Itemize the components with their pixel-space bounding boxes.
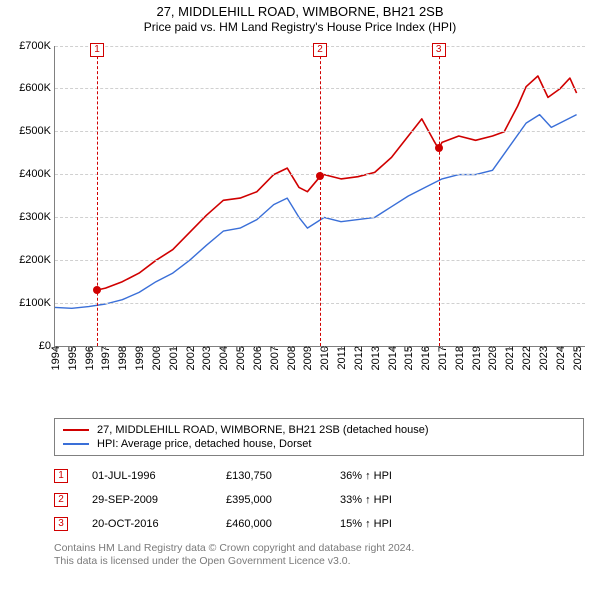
event-table: 1 01-JUL-1996 £130,750 36% ↑ HPI 2 29-SEP-200… — [54, 464, 584, 536]
event-date: 01-JUL-1996 — [92, 470, 202, 482]
event-marker-box: 2 — [54, 493, 68, 507]
x-tick — [408, 346, 409, 350]
legend-label: HPI: Average price, detached house, Dors… — [97, 438, 311, 450]
event-date: 29-SEP-2009 — [92, 494, 202, 506]
x-tick — [223, 346, 224, 350]
legend-label: 27, MIDDLEHILL ROAD, WIMBORNE, BH21 2SB … — [97, 424, 429, 436]
event-price: £395,000 — [226, 494, 316, 506]
attribution: Contains HM Land Registry data © Crown c… — [54, 542, 584, 569]
series-line — [55, 114, 577, 308]
x-tick — [156, 346, 157, 350]
event-dot — [435, 144, 443, 152]
x-tick — [105, 346, 106, 350]
y-tick-label: £600K — [19, 82, 55, 94]
event-price: £130,750 — [226, 470, 316, 482]
y-tick-label: £500K — [19, 125, 55, 137]
chart-subtitle: Price paid vs. HM Land Registry's House … — [10, 20, 590, 34]
x-tick — [459, 346, 460, 350]
x-tick — [240, 346, 241, 350]
event-vline — [320, 46, 321, 346]
event-dot — [316, 172, 324, 180]
x-tick — [509, 346, 510, 350]
event-marker-box: 1 — [90, 43, 104, 57]
chart-area: £0£100K£200K£300K£400K£500K£600K£700K199… — [10, 40, 590, 380]
legend-row: HPI: Average price, detached house, Dors… — [63, 437, 575, 451]
chart-container: 27, MIDDLEHILL ROAD, WIMBORNE, BH21 2SB … — [0, 0, 600, 590]
x-tick — [324, 346, 325, 350]
event-vline — [439, 46, 440, 346]
x-tick — [425, 346, 426, 350]
x-tick — [190, 346, 191, 350]
x-tick — [173, 346, 174, 350]
legend-swatch — [63, 443, 89, 445]
event-delta: 15% ↑ HPI — [340, 518, 392, 530]
legend: 27, MIDDLEHILL ROAD, WIMBORNE, BH21 2SB … — [54, 418, 584, 456]
y-tick-label: £300K — [19, 211, 55, 223]
x-tick — [291, 346, 292, 350]
x-tick — [492, 346, 493, 350]
event-marker-box: 2 — [313, 43, 327, 57]
x-tick — [442, 346, 443, 350]
x-tick — [476, 346, 477, 350]
y-tick-label: £200K — [19, 254, 55, 266]
x-tick — [543, 346, 544, 350]
series-line — [97, 76, 576, 290]
x-tick — [526, 346, 527, 350]
legend-row: 27, MIDDLEHILL ROAD, WIMBORNE, BH21 2SB … — [63, 423, 575, 437]
event-row: 1 01-JUL-1996 £130,750 36% ↑ HPI — [54, 464, 584, 488]
event-date: 20-OCT-2016 — [92, 518, 202, 530]
event-delta: 33% ↑ HPI — [340, 494, 392, 506]
x-tick — [560, 346, 561, 350]
event-marker-box: 3 — [432, 43, 446, 57]
x-tick — [307, 346, 308, 350]
x-tick — [392, 346, 393, 350]
x-tick — [577, 346, 578, 350]
x-tick — [358, 346, 359, 350]
x-tick — [72, 346, 73, 350]
event-vline — [97, 46, 98, 346]
event-price: £460,000 — [226, 518, 316, 530]
y-tick-label: £400K — [19, 168, 55, 180]
legend-swatch — [63, 429, 89, 431]
attribution-line: This data is licensed under the Open Gov… — [54, 555, 584, 569]
event-row: 2 29-SEP-2009 £395,000 33% ↑ HPI — [54, 488, 584, 512]
plot-region: £0£100K£200K£300K£400K£500K£600K£700K199… — [54, 46, 585, 347]
chart-title: 27, MIDDLEHILL ROAD, WIMBORNE, BH21 2SB — [10, 4, 590, 20]
x-tick — [139, 346, 140, 350]
event-marker-box: 1 — [54, 469, 68, 483]
x-tick — [89, 346, 90, 350]
x-tick — [206, 346, 207, 350]
event-dot — [93, 286, 101, 294]
x-tick — [274, 346, 275, 350]
y-tick-label: £100K — [19, 297, 55, 309]
y-tick-label: £700K — [19, 40, 55, 52]
event-row: 3 20-OCT-2016 £460,000 15% ↑ HPI — [54, 512, 584, 536]
x-tick — [55, 346, 56, 350]
x-tick — [375, 346, 376, 350]
x-tick — [341, 346, 342, 350]
x-tick — [122, 346, 123, 350]
attribution-line: Contains HM Land Registry data © Crown c… — [54, 542, 584, 556]
x-tick — [257, 346, 258, 350]
event-delta: 36% ↑ HPI — [340, 470, 392, 482]
event-marker-box: 3 — [54, 517, 68, 531]
